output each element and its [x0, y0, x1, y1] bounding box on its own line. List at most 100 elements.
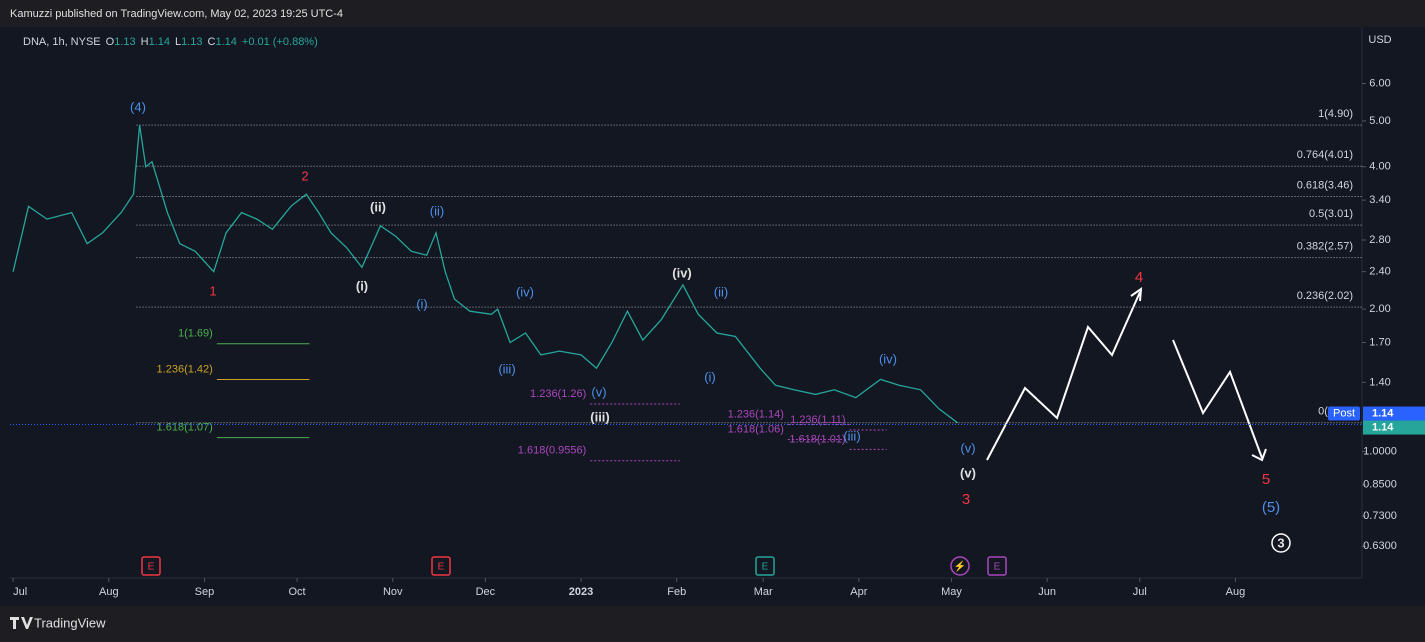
price-line — [12, 125, 958, 424]
x-tick-label: Jun — [1038, 586, 1056, 598]
wave-label: (iv) — [672, 265, 692, 280]
footer-bar — [0, 606, 1425, 642]
projection — [986, 286, 1267, 462]
fib-ext-label: 1.236(1.42) — [157, 363, 213, 375]
x-tick-label: Feb — [667, 586, 686, 598]
fib-label: 0.5(3.01) — [1309, 208, 1353, 220]
x-tick-label: Mar — [754, 586, 773, 598]
header-title: Kamuzzi published on TradingView.com, Ma… — [10, 8, 343, 20]
y-tick-label: 2.80 — [1369, 234, 1390, 246]
y-tick-label: 0.8500 — [1363, 479, 1397, 491]
event-icon — [987, 556, 1007, 576]
wave-label: (iii) — [498, 361, 515, 376]
fib-label: 0.764(4.01) — [1297, 149, 1353, 161]
ohlc-value: 1.13 — [181, 36, 202, 48]
price-tag — [1363, 420, 1425, 435]
y-tick-label: 0.6300 — [1363, 540, 1397, 552]
ohlc-value: 1.13 — [114, 36, 135, 48]
footer-brand: TradingView — [34, 615, 106, 630]
event-icon — [141, 556, 161, 576]
wave-label: (v) — [960, 440, 975, 455]
fib-ext-label: 1.618(1.07) — [157, 421, 213, 433]
x-tick-label: Jul — [1133, 586, 1147, 598]
ohlc-key: O — [106, 36, 115, 48]
y-tick-label: 2.40 — [1369, 266, 1390, 278]
event-icon — [431, 556, 451, 576]
x-tick-label: Sep — [195, 586, 215, 598]
wave-label: (4) — [130, 99, 146, 114]
wave-label: (v) — [960, 465, 976, 480]
y-tick-label: 1.70 — [1369, 336, 1390, 348]
x-tick-label: Oct — [289, 586, 306, 598]
x-tick-label: 2023 — [569, 586, 593, 598]
y-tick-label: 1.0000 — [1363, 445, 1397, 457]
ohlc-key: H — [141, 36, 149, 48]
ohlc-value: 1.14 — [216, 36, 237, 48]
post-tag-label: Post — [1333, 407, 1355, 419]
wave-label: (iv) — [879, 351, 897, 366]
wave-label: 2 — [301, 168, 308, 183]
event-icon — [755, 556, 775, 576]
x-tick-label: Jul — [13, 586, 27, 598]
y-tick-label: 4.00 — [1369, 161, 1390, 173]
y-tick-label: 2.00 — [1369, 303, 1390, 315]
wave-label: 4 — [1135, 269, 1143, 286]
x-tick-label: Aug — [99, 586, 119, 598]
wave-label: 3 — [962, 491, 970, 508]
wave-label: (iii) — [843, 428, 860, 443]
tv-logo — [10, 617, 33, 629]
fib-ext-label: 1.618(1.06) — [728, 423, 784, 435]
event-label: E — [994, 562, 1001, 573]
wave-label: (ii) — [370, 199, 386, 214]
wave-label: 5 — [1262, 471, 1270, 488]
ohlc-key: C — [208, 36, 216, 48]
fib-label: 0.236(2.02) — [1297, 290, 1353, 302]
event-icon — [950, 556, 970, 576]
wave-label: (iii) — [590, 409, 610, 424]
header-bar — [0, 0, 1425, 27]
y-tick-label: 1.40 — [1369, 376, 1390, 388]
ohlc-key: L — [175, 36, 181, 48]
change: +0.01 (+0.88%) — [242, 36, 318, 48]
fib-ext-label: 1(1.69) — [178, 328, 213, 340]
wave-label: (5) — [1262, 499, 1280, 516]
wave-label: 3 — [1277, 535, 1284, 550]
event-label: E — [762, 562, 769, 573]
wave-label: (i) — [704, 369, 716, 384]
symbol: DNA, 1h, NYSE — [23, 36, 101, 48]
y-tick-label: 3.40 — [1369, 194, 1390, 206]
event-label: E — [438, 562, 445, 573]
price-tag-label: 1.14 — [1372, 421, 1394, 433]
wave-label: (i) — [356, 278, 368, 293]
fib-ext-label: 1.618(1.01) — [789, 433, 845, 445]
x-tick-label: May — [941, 586, 962, 598]
fib-label: 1(4.90) — [1318, 108, 1353, 120]
y-tick-label: 0.7300 — [1363, 510, 1397, 522]
circle-mark — [1271, 533, 1291, 553]
fib-ext-label: 1.236(1.26) — [530, 388, 586, 400]
fib-ext-label: 1.618(0.9556) — [518, 445, 587, 457]
x-tick-label: Dec — [476, 586, 496, 598]
wave-label: 1 — [209, 283, 216, 298]
event-label: E — [148, 562, 155, 573]
post-tag — [1328, 406, 1360, 421]
ohlc-value: 1.14 — [149, 36, 170, 48]
wave-label: (i) — [416, 296, 428, 311]
x-tick-label: Aug — [1226, 586, 1246, 598]
wave-label: (iv) — [516, 284, 534, 299]
event-label: ⚡ — [954, 560, 966, 573]
legend: DNA, 1h, NYSE O1.13 H1.14 L1.13 C1.14 +0.01 (… — [23, 36, 318, 48]
fib-label: 0.618(3.46) — [1297, 179, 1353, 191]
fib-ext-label: 1.236(1.14) — [728, 408, 784, 420]
currency: USD — [1368, 34, 1391, 46]
fib-label: 0.382(2.57) — [1297, 241, 1353, 253]
wave-label: (v) — [591, 384, 606, 399]
wave-label: (ii) — [714, 284, 728, 299]
price-tag — [1363, 406, 1425, 421]
x-tick-label: Nov — [383, 586, 403, 598]
y-tick-label: 5.00 — [1369, 115, 1390, 127]
wave-label: (ii) — [430, 203, 444, 218]
fib-ext-label: 1.236(1.11) — [790, 414, 845, 426]
